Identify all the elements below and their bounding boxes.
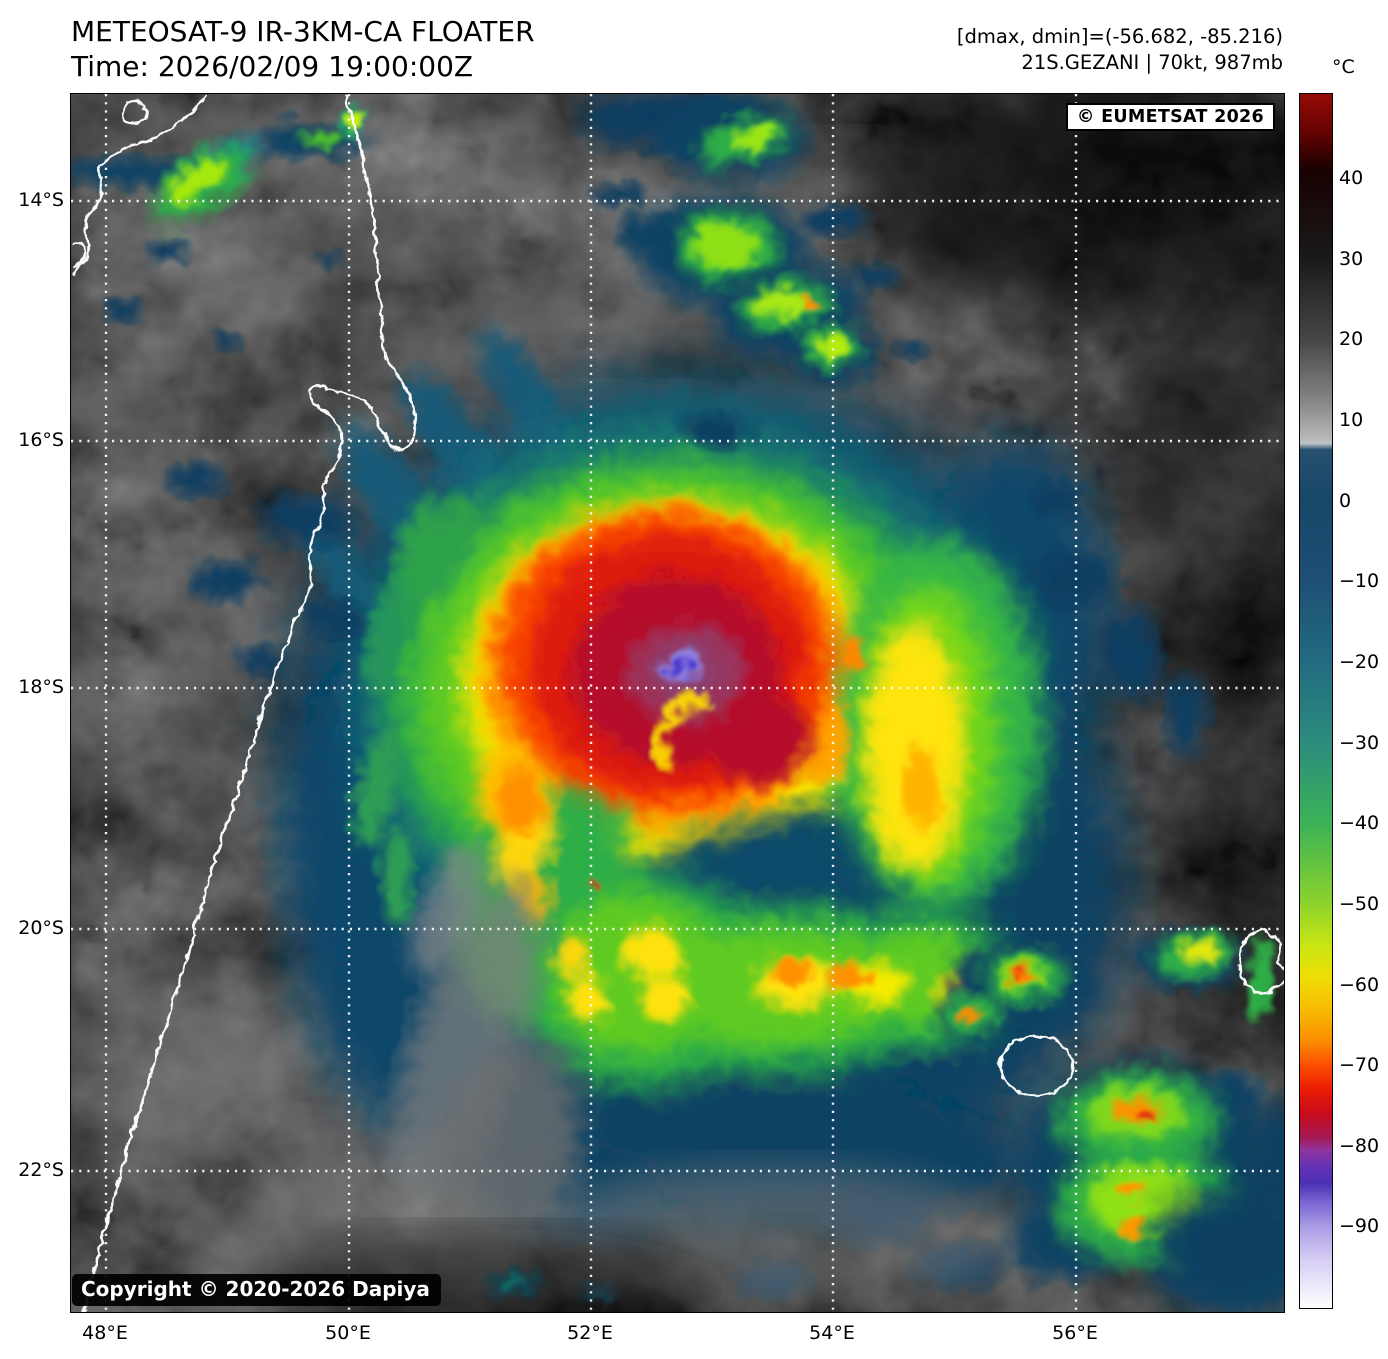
lat-tick-label: 18°S bbox=[18, 676, 64, 698]
copyright-badge: Copyright © 2020-2026 Dapiya bbox=[72, 1274, 441, 1306]
lon-tick-label: 52°E bbox=[567, 1322, 613, 1344]
east-band bbox=[797, 534, 1038, 904]
lon-tick-label: 54°E bbox=[809, 1322, 855, 1344]
satellite-map: © EUMETSAT 2026 Copyright © 2020-2026 Da… bbox=[70, 93, 1285, 1313]
lat-tick-label: 20°S bbox=[18, 917, 64, 939]
colorbar-tick-label: 30 bbox=[1339, 247, 1364, 270]
northwest-cells bbox=[71, 99, 361, 669]
lat-tick-label: 22°S bbox=[18, 1159, 64, 1181]
lon-tick-label: 50°E bbox=[325, 1322, 371, 1344]
colorbar-tick-label: −10 bbox=[1339, 570, 1380, 593]
reunion-outline bbox=[997, 1033, 1072, 1095]
colorbar-unit-label: °C bbox=[1332, 56, 1355, 78]
lat-tick-label: 14°S bbox=[18, 189, 64, 211]
colorbar-tick-label: 20 bbox=[1339, 328, 1364, 351]
dry-slot-wedge bbox=[386, 839, 576, 1272]
temperature-colorbar bbox=[1299, 93, 1333, 1309]
colorbar-tick-label: −90 bbox=[1339, 1215, 1380, 1238]
colorbar-tick-label: −20 bbox=[1339, 650, 1380, 673]
dmax-dmin-annotation: [dmax, dmin]=(-56.682, -85.216) bbox=[956, 25, 1283, 48]
mauritius-outline bbox=[1236, 928, 1284, 993]
island-outline-1 bbox=[121, 97, 147, 123]
coastlines bbox=[71, 94, 1284, 1312]
madagascar-east-coast bbox=[79, 94, 415, 1312]
provider-badge: © EUMETSAT 2026 bbox=[1065, 103, 1275, 131]
satellite-image bbox=[71, 94, 1284, 1312]
colorbar-tick-label: 0 bbox=[1339, 489, 1352, 512]
cyclone-eye bbox=[648, 645, 706, 766]
lon-tick-label: 48°E bbox=[82, 1322, 128, 1344]
eyewall-hook bbox=[648, 686, 706, 766]
madagascar-northwest-coast bbox=[71, 94, 206, 275]
island-outline-2 bbox=[71, 240, 85, 267]
lat-tick-label: 16°S bbox=[18, 429, 64, 451]
colorbar-tick-label: −40 bbox=[1339, 812, 1380, 835]
storm-info-annotation: 21S.GEZANI | 70kt, 987mb bbox=[1021, 51, 1283, 74]
annotation-block: [dmax, dmin]=(-56.682, -85.216) 21S.GEZA… bbox=[957, 24, 1283, 76]
timestamp: Time: 2026/02/09 19:00:00Z bbox=[71, 50, 474, 83]
lon-tick-label: 56°E bbox=[1052, 1322, 1098, 1344]
colorbar-tick-label: −60 bbox=[1339, 973, 1380, 996]
colorbar-tick-label: −80 bbox=[1339, 1134, 1380, 1157]
graticule bbox=[71, 94, 1284, 1312]
colorbar-tick-label: −30 bbox=[1339, 731, 1380, 754]
colorbar-tick-label: −50 bbox=[1339, 892, 1380, 915]
colorbar-tick-label: 40 bbox=[1339, 167, 1364, 189]
product-title: METEOSAT-9 IR-3KM-CA FLOATER bbox=[71, 15, 535, 48]
colorbar-tick-label: 10 bbox=[1339, 408, 1364, 431]
colorbar-tick-label: −70 bbox=[1339, 1054, 1380, 1077]
northeast-cells bbox=[571, 94, 922, 442]
title-block: METEOSAT-9 IR-3KM-CA FLOATER Time: 2026/0… bbox=[71, 14, 535, 84]
